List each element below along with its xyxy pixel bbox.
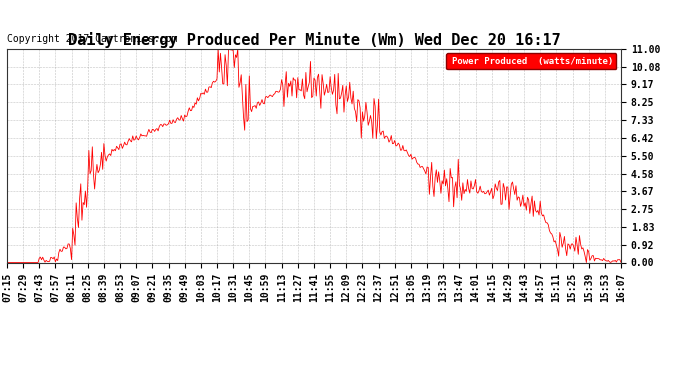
Text: Copyright 2017 Cartronics.com: Copyright 2017 Cartronics.com xyxy=(7,34,177,45)
Title: Daily Energy Produced Per Minute (Wm) Wed Dec 20 16:17: Daily Energy Produced Per Minute (Wm) We… xyxy=(68,32,560,48)
Legend: Power Produced  (watts/minute): Power Produced (watts/minute) xyxy=(446,53,616,69)
